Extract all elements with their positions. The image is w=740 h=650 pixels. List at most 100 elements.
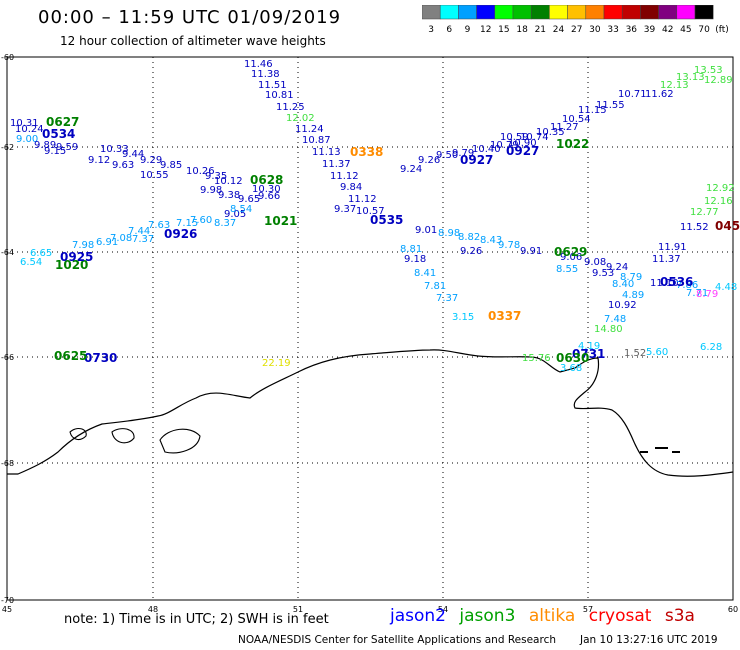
wave-height-reading: 10.55 [140, 170, 169, 181]
satellite-legend: jason2 jason3 altika cryosat s3a [390, 606, 703, 626]
scale-tick-label: 45 [680, 25, 691, 35]
longitude-label: 48 [148, 605, 158, 614]
pass-time-label: 0630 [556, 351, 589, 365]
island-outline [111, 428, 135, 444]
pass-time-label: 0534 [42, 127, 75, 141]
wave-height-reading: 4.48 [715, 282, 737, 293]
wave-height-reading: 8.98 [438, 228, 460, 239]
scale-tick-label: 27 [571, 25, 582, 35]
wave-height-reading: 6.28 [700, 342, 722, 353]
pass-time-label: 0535 [370, 213, 403, 227]
longitude-label: 51 [293, 605, 303, 614]
satellite-legend-jason2: jason2 [390, 606, 446, 626]
wave-height-reading: 9.78 [498, 240, 520, 251]
wave-height-reading: 7.71 [686, 288, 708, 299]
wave-height-reading: 7.37 [132, 234, 154, 245]
satellite-legend-altika: altika [528, 606, 576, 626]
wave-height-reading: 7.15 [176, 218, 198, 229]
wave-height-reading: 8.82 [458, 232, 480, 243]
wave-height-reading: 11.10 [650, 278, 679, 289]
wave-height-reading: 9.84 [340, 182, 362, 193]
wave-height-reading: 10.74 [520, 132, 549, 143]
credit-line: NOAA/NESDIS Center for Satellite Applica… [238, 634, 556, 646]
latitude-label: -62 [1, 143, 14, 152]
wave-height-reading: 12.89 [704, 75, 733, 86]
scale-tick-label: 36 [626, 25, 638, 35]
scale-tick-label: 70 [698, 25, 710, 35]
scale-tick-label: 15 [498, 25, 509, 35]
pass-time-label: 0337 [488, 309, 521, 323]
pass-time-label: 0536 [660, 275, 693, 289]
wave-height-reading: 9.01 [415, 225, 437, 236]
scale-tick-label: 30 [589, 25, 601, 35]
wave-height-reading: 14.80 [594, 324, 623, 335]
wave-height-reading: 8.81 [400, 244, 422, 255]
pass-time-label: 0927 [460, 153, 493, 167]
satellite-legend-cryosat: cryosat [588, 606, 652, 626]
wave-height-reading: 7.37 [436, 293, 458, 304]
wave-height-reading: 7.08 [110, 233, 132, 244]
scale-tick-label: 24 [553, 25, 565, 35]
pass-time-label: 1022 [556, 137, 589, 151]
wave-height-reading: 9.35 [205, 171, 227, 182]
wave-height-reading: 9.65 [238, 194, 260, 205]
wave-height-reading: 9.37 [334, 204, 356, 215]
wave-height-reading: 8.79 [696, 289, 718, 300]
longitude-label: 54 [438, 605, 448, 614]
wave-height-reading: 6.91 [96, 237, 118, 248]
scale-swatch [694, 5, 714, 20]
wave-height-reading: 7.60 [190, 215, 212, 226]
wave-height-reading: 3.15 [452, 312, 474, 323]
wave-height-reading: 10.59 [500, 132, 529, 143]
wave-height-reading: 1.52 [624, 348, 646, 359]
scale-tick-label: 12 [480, 25, 491, 35]
wave-height-reading: 11.12 [330, 171, 359, 182]
wave-height-reading: 11.51 [258, 80, 287, 91]
wave-height-reading: 10.87 [302, 135, 331, 146]
wave-height-reading: 10.81 [265, 90, 294, 101]
coastline [297, 349, 734, 477]
wave-height-reading: 8.37 [214, 218, 236, 229]
ice-fragments [640, 447, 680, 453]
wave-height-reading: 9.24 [606, 262, 628, 273]
wave-height-reading: 9.66 [258, 191, 280, 202]
pass-time-label: 0338 [350, 145, 383, 159]
pass-time-label: 0731 [572, 347, 605, 361]
wave-height-reading: 9.59 [56, 142, 78, 153]
wave-height-reading: 9.08 [584, 257, 606, 268]
wave-height-reading: 11.25 [276, 102, 305, 113]
pass-time-label: 045 [715, 219, 740, 233]
wave-height-reading: 9.26 [418, 155, 440, 166]
wave-height-reading: 3.68 [560, 363, 582, 374]
wave-height-reading: 10.30 [252, 184, 281, 195]
map-subtitle: 12 hour collection of altimeter wave hei… [60, 34, 326, 48]
wave-height-reading: 9.89 [34, 140, 56, 151]
wave-height-reading: 9.44 [122, 149, 144, 160]
wave-height-reading: 7.98 [72, 240, 94, 251]
wave-height-reading: 12.92 [706, 183, 735, 194]
wave-height-reading: 6.65 [30, 248, 52, 259]
wave-height-reading: 11.62 [645, 89, 674, 100]
wave-height-reading: 8.43 [480, 235, 502, 246]
wave-height-reading: 9.24 [400, 164, 422, 175]
wave-height-reading: 10.24 [15, 124, 44, 135]
wave-height-reading: 11.37 [322, 159, 351, 170]
longitude-label: 57 [583, 605, 593, 614]
satellite-legend-s3a: s3a [664, 606, 695, 626]
wave-height-reading: 7.86 [676, 280, 698, 291]
wave-height-reading: 9.98 [200, 185, 222, 196]
wave-height-reading: 10.12 [214, 176, 243, 187]
wave-height-reading: 10.35 [536, 127, 565, 138]
wave-height-reading: 4.19 [578, 341, 600, 352]
wave-height-reading: 11.55 [596, 100, 625, 111]
wave-height-reading: 9.05 [224, 209, 246, 220]
wave-height-reading: 10.26 [186, 166, 215, 177]
longitude-label: 45 [2, 605, 12, 614]
wave-height-reading: 9.00 [16, 134, 38, 145]
scale-tick-label: 18 [516, 25, 528, 35]
wave-height-reading: 10.92 [608, 300, 637, 311]
wave-height-reading: 11.15 [578, 105, 607, 116]
wave-height-reading: 11.13 [312, 147, 341, 158]
latitude-label: -66 [1, 353, 14, 362]
wave-height-reading: 7.81 [424, 281, 446, 292]
